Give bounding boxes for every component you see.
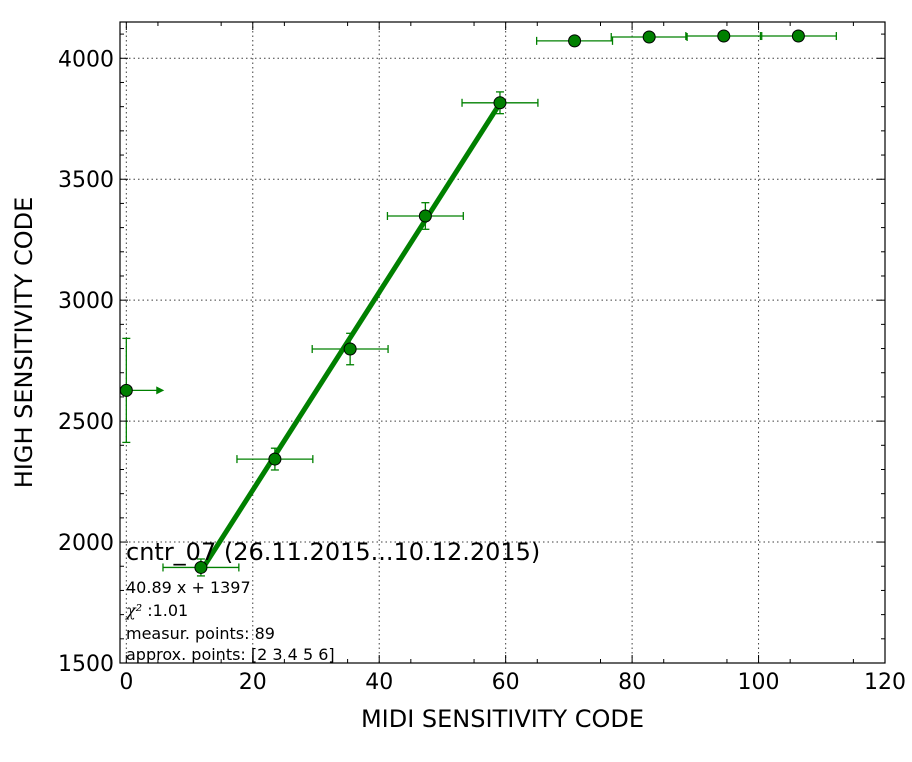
data-point — [343, 342, 357, 356]
limit-arrow-head — [156, 386, 165, 395]
data-point — [268, 452, 282, 466]
plot-frame — [119, 21, 886, 664]
data-point — [119, 383, 133, 397]
y-tick-label: 3500 — [58, 168, 114, 193]
y-tick-label: 1500 — [58, 652, 114, 677]
y-tick-label: 4000 — [58, 47, 114, 72]
data-point — [194, 560, 208, 574]
data-point — [717, 29, 731, 43]
y-tick-label: 2500 — [58, 410, 114, 435]
data-point — [418, 209, 432, 223]
chi2-symbol: χ² — [125, 601, 142, 620]
x-tick-label: 100 — [738, 670, 780, 695]
annotation-chi2: χ² :1.01 — [125, 601, 188, 620]
annotation-equation: 40.89 x + 1397 — [126, 578, 251, 597]
y-tick-label: 3000 — [58, 289, 114, 314]
x-tick-label: 80 — [618, 670, 646, 695]
annotations: cntr_07 (26.11.2015...10.12.2015) 40.89 … — [125, 538, 540, 664]
y-axis-label: HIGH SENSITIVITY CODE — [10, 197, 38, 489]
x-tick-label: 60 — [492, 670, 520, 695]
chi2-value: :1.01 — [142, 601, 188, 620]
annotation-measur-points: measur. points: 89 — [126, 624, 275, 643]
y-tick-label: 2000 — [58, 531, 114, 556]
x-tick-label: 20 — [239, 670, 267, 695]
x-tick-label: 0 — [119, 670, 133, 695]
annotation-approx-points: approx. points: [2 3 4 5 6] — [126, 645, 335, 664]
x-tick-label: 40 — [365, 670, 393, 695]
data-point — [568, 34, 582, 48]
annotation-title: cntr_07 (26.11.2015...10.12.2015) — [126, 538, 540, 566]
error-bars — [122, 32, 837, 577]
tick-layer: 0 20 40 60 80 100 120 1500 2000 2500 3000 3500 4000 — [58, 22, 906, 695]
x-axis-label: MIDI SENSITIVITY CODE — [361, 705, 644, 733]
data-points — [119, 29, 805, 574]
data-point — [493, 96, 507, 110]
data-point — [791, 29, 805, 43]
x-tick-label: 120 — [864, 670, 906, 695]
data-point — [642, 30, 656, 44]
